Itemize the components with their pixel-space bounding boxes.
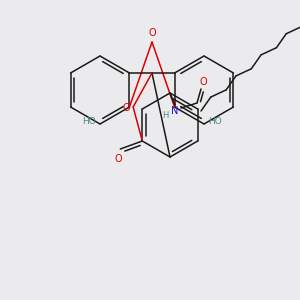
Text: HO: HO	[82, 118, 96, 127]
Text: N: N	[171, 106, 179, 116]
Text: H: H	[162, 112, 168, 121]
Text: HO: HO	[208, 118, 222, 127]
Text: O: O	[115, 154, 122, 164]
Text: O: O	[122, 103, 130, 113]
Text: O: O	[148, 28, 156, 38]
Text: O: O	[199, 77, 207, 87]
